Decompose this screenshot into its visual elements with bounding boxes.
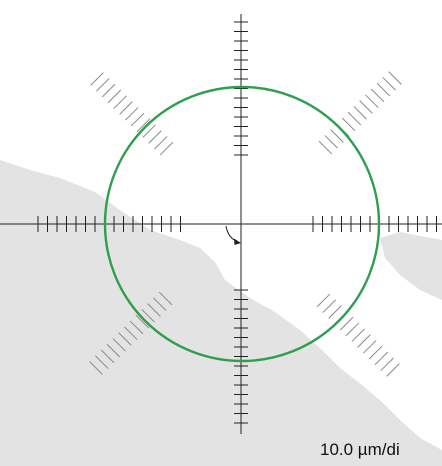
diagonal-tick: [324, 135, 338, 149]
diagonal-tick: [351, 328, 365, 342]
diagonal-tick: [95, 355, 109, 369]
crosshair-reticle: [0, 14, 442, 434]
diagonal-tick: [318, 140, 333, 155]
diagonal-tick: [353, 106, 367, 120]
diagonal-tick: [106, 343, 121, 358]
diagonal-tick: [130, 112, 145, 127]
diagonal-tick: [328, 305, 342, 319]
diagonal-tick: [368, 345, 383, 360]
diagonal-tick: [118, 332, 132, 346]
diagonal-tick: [90, 72, 104, 86]
diagonal-tick: [136, 118, 151, 133]
diagonal-tick: [386, 363, 400, 377]
curved-arrow-head: [234, 238, 241, 245]
diagonal-tick: [370, 88, 385, 103]
diagonal-tick: [113, 95, 127, 109]
diagonal-tick: [341, 117, 356, 132]
measurement-circle[interactable]: [103, 85, 381, 363]
curved-arrow-stroke: [225, 225, 239, 243]
scale-bar-label: 10.0 µm/di: [320, 440, 400, 459]
diagonal-tick: [347, 111, 362, 126]
diagonal-tick: [89, 361, 103, 375]
diagonal-tick: [322, 299, 336, 313]
diagonal-tick: [135, 314, 150, 329]
diagonal-tick: [158, 291, 173, 306]
diagonal-tick: [382, 77, 396, 91]
diagonal-tick: [159, 141, 174, 156]
diagonal-tick: [142, 124, 156, 138]
diagonal-tick: [129, 320, 144, 335]
diagonal-tick: [388, 71, 402, 85]
diagonal-tick: [357, 334, 371, 348]
diagonal-tick: [154, 136, 168, 150]
diagonal-tick: [345, 322, 360, 337]
curved-arrow-icon[interactable]: [225, 225, 241, 245]
diagonal-tick: [96, 78, 110, 92]
diagonal-tick: [330, 129, 344, 143]
diagonal-tick: [339, 316, 354, 331]
diagonal-tick: [153, 297, 167, 311]
vertical-axis-ticks: [234, 21, 248, 424]
diagonal-tick: [112, 338, 126, 352]
diagonal-tick: [363, 340, 377, 354]
diagonal-tick: [107, 89, 122, 104]
diagonal-tick: [119, 101, 133, 115]
diagonal-tick: [376, 82, 391, 97]
diagonal-tick: [141, 309, 155, 323]
diagonal-tick: [125, 107, 139, 121]
diagonal-tick: [124, 326, 138, 340]
specimen-region: [0, 160, 442, 466]
diagonal-tick: [374, 351, 389, 366]
diagonal-tick: [147, 303, 161, 317]
diagonal-tick: [359, 100, 373, 114]
diagonal-tick: [380, 357, 394, 371]
specimen-shape-right: [380, 232, 442, 300]
diagonal-tick: [101, 83, 116, 98]
specimen-shape-left: [0, 160, 442, 466]
diagonal-tick: [148, 130, 162, 144]
diagonal-tick: [365, 94, 379, 108]
diagonal-tick: [316, 293, 331, 308]
diagonal-tick: [100, 349, 115, 364]
